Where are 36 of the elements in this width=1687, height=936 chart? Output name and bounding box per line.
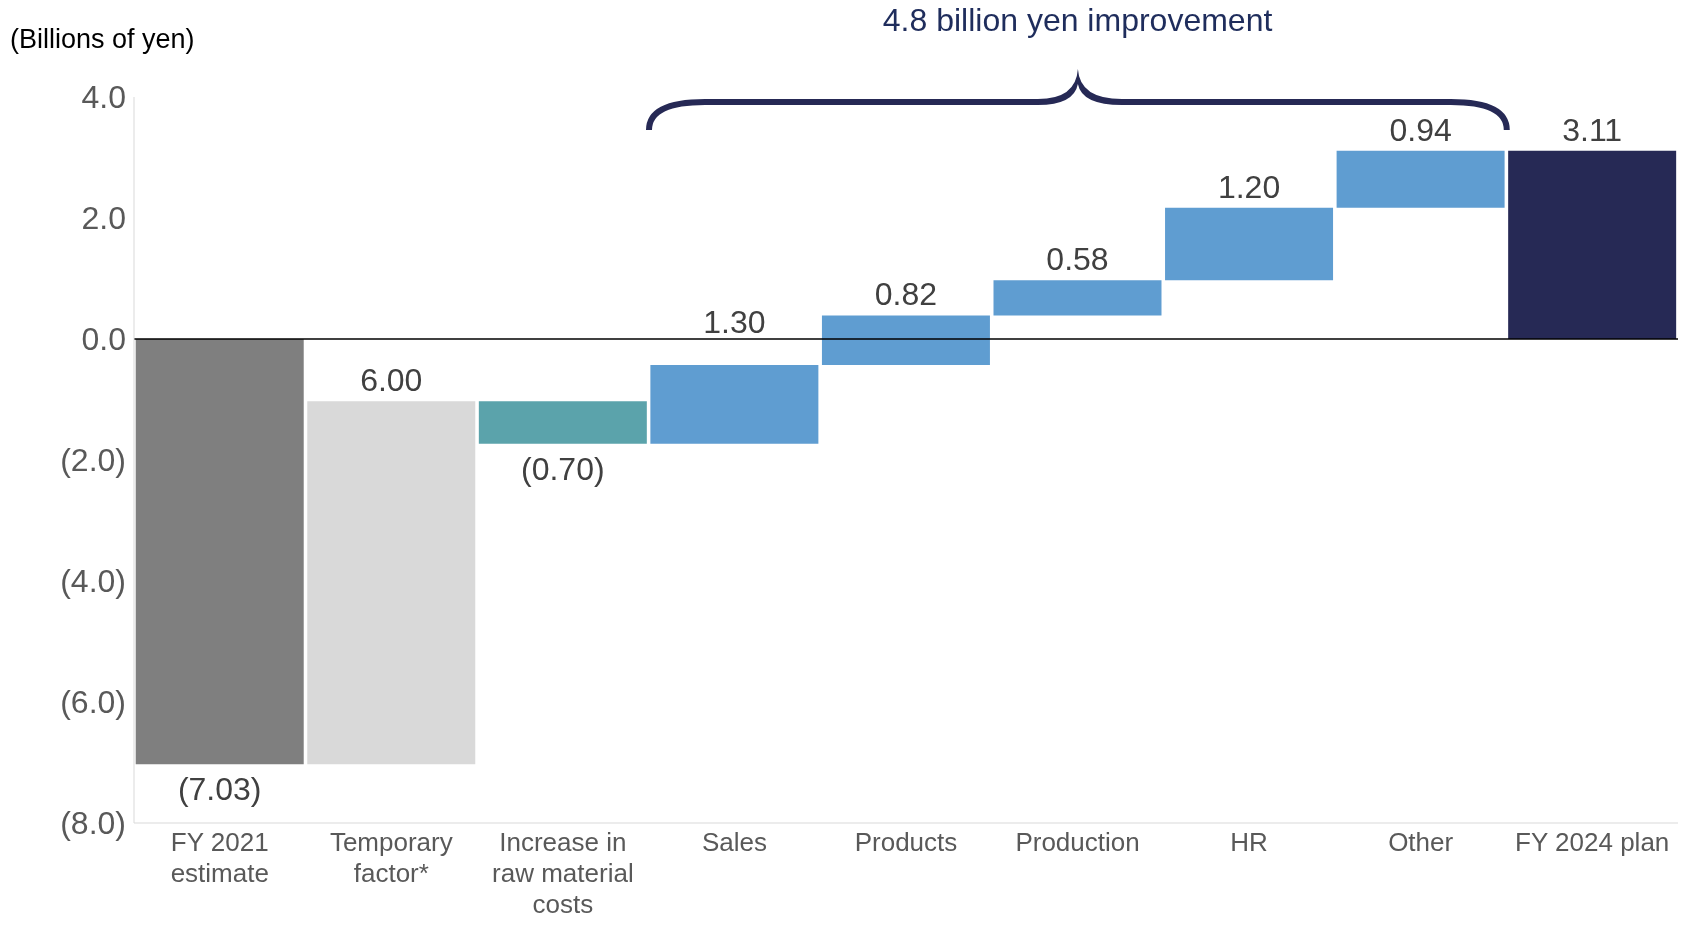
y-tick-label: 4.0 [81, 79, 126, 116]
data-label: 0.58 [1046, 241, 1109, 278]
bar [993, 280, 1162, 316]
x-tick-label: Other [1388, 827, 1454, 857]
data-label: 0.82 [874, 276, 938, 313]
bar [135, 339, 304, 765]
x-tick-label: Production [1015, 827, 1140, 857]
data-label: 1.30 [703, 304, 766, 340]
y-tick-label: 2.0 [81, 200, 126, 237]
y-tick-label: 0.0 [81, 321, 126, 358]
y-tick-label: (8.0) [60, 805, 126, 842]
y-tick-label: (4.0) [60, 563, 126, 600]
x-tick-label: Increase in raw material costs [492, 827, 634, 919]
bar [821, 315, 990, 366]
data-label: 1.20 [1217, 168, 1281, 205]
x-tick-label: HR [1230, 827, 1268, 857]
data-label: 3.11 [1562, 111, 1623, 148]
bar [650, 365, 819, 444]
bar [1336, 150, 1505, 208]
x-tick-label: FY 2024 plan [1515, 827, 1670, 857]
y-tick-label: (6.0) [60, 684, 126, 721]
x-tick-label: FY 2021 estimate [170, 827, 269, 888]
data-label: 0.94 [1389, 111, 1452, 148]
bar [1165, 207, 1334, 281]
data-label: 6.00 [360, 362, 423, 399]
x-tick-label: Sales [701, 827, 767, 857]
x-tick-label: Temporary factor* [329, 827, 453, 888]
y-tick-label: (2.0) [60, 442, 126, 479]
data-label: (0.70) [521, 450, 605, 487]
bar [307, 401, 476, 765]
data-label: (7.03) [177, 771, 262, 808]
x-tick-label: Products [854, 827, 958, 857]
bar [1508, 150, 1677, 339]
y-axis-title: (Billions of yen) [10, 24, 195, 55]
text: 4.8 billion yen improvement [881, 2, 1274, 39]
bar [478, 401, 647, 444]
